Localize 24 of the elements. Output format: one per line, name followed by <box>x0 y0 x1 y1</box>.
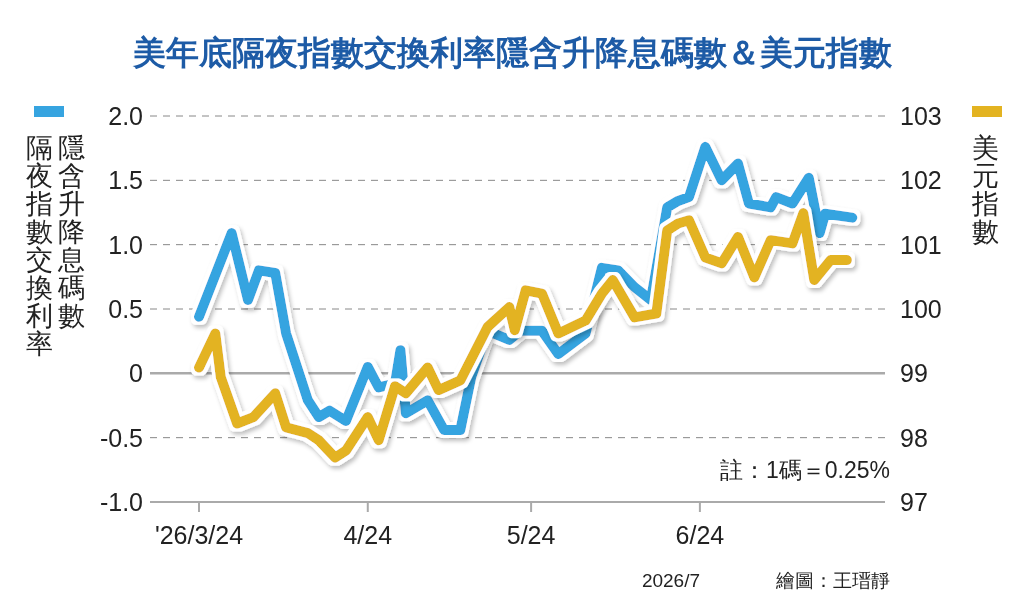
annotation: 註：1碼＝0.25% <box>719 457 890 483</box>
y2-tick-label: 97 <box>900 488 928 516</box>
y2-tick-label: 98 <box>900 423 928 452</box>
y-tick-label: 0.5 <box>108 295 143 323</box>
chart-title: 美年底隔夜指數交換利率隱含升降息碼數＆美元指數 <box>131 34 893 71</box>
y-tick-label: 1.0 <box>108 230 143 259</box>
y2-axis-title: 美元指數 <box>972 133 1000 249</box>
text: 繪圖：王瑨靜 <box>775 570 890 591</box>
y-tick-label: 0 <box>129 359 143 388</box>
x-tick-label: 5/24 <box>506 521 556 549</box>
y2-tick-label: 103 <box>900 102 942 130</box>
y-tick-label: -0.5 <box>99 423 143 452</box>
y-tick-label: 1.5 <box>108 166 143 195</box>
y-tick-label: 2.0 <box>108 102 143 130</box>
text: 2026/7 <box>641 570 700 591</box>
x-tick-label: 6/24 <box>675 521 725 549</box>
x-tick-label: 4/24 <box>343 521 393 549</box>
y2-tick-label: 100 <box>900 295 942 323</box>
x-tick-label: '26/3/24 <box>154 521 244 549</box>
y-tick-label: -1.0 <box>99 488 143 516</box>
y2-tick-label: 102 <box>900 166 942 195</box>
y2-tick-label: 99 <box>900 359 928 388</box>
y2-tick-label: 101 <box>900 230 942 259</box>
text: 隔夜指數交換利率隱含升降息碼數 <box>26 133 85 359</box>
